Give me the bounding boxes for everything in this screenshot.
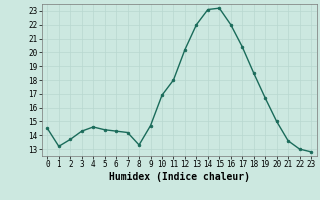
X-axis label: Humidex (Indice chaleur): Humidex (Indice chaleur)	[109, 172, 250, 182]
